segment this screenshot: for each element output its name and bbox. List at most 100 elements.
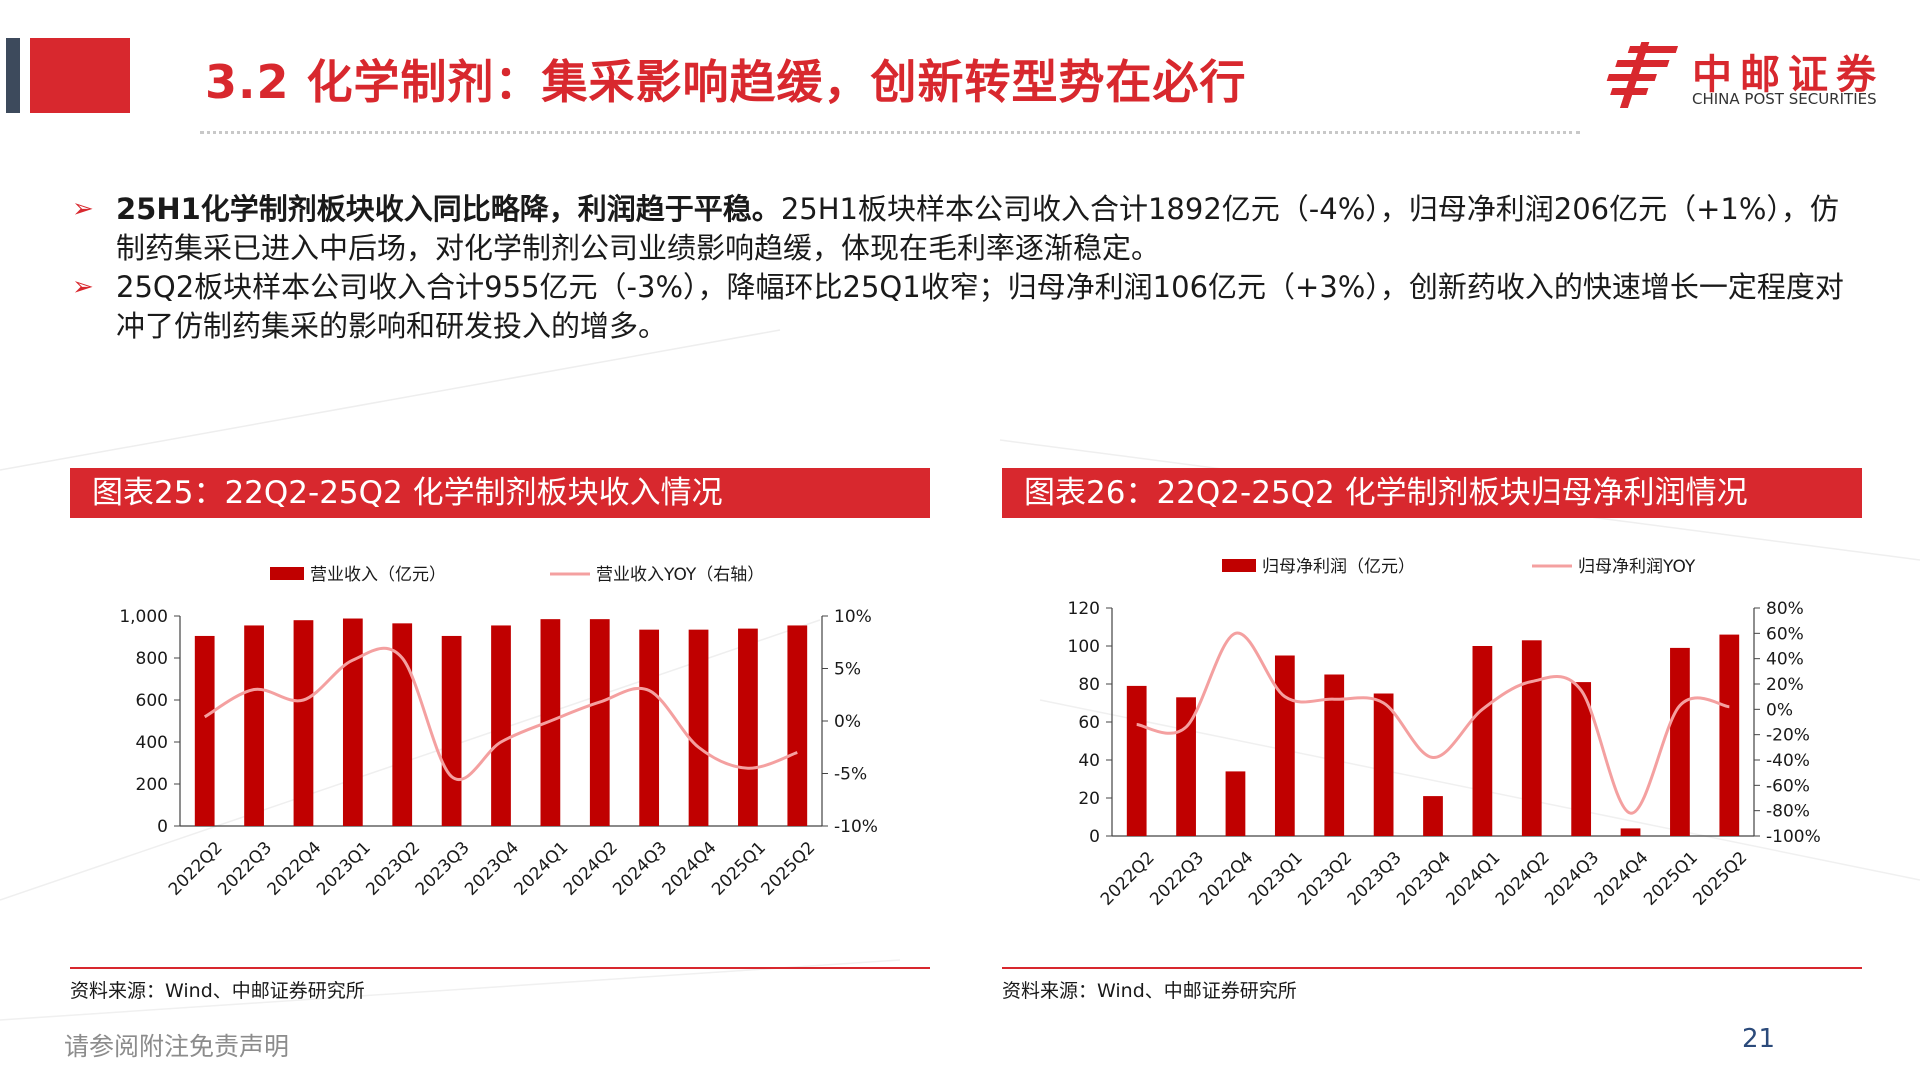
yoy-line (1136, 631, 1730, 815)
x-tick-label: 2023Q3 (412, 838, 474, 900)
revenue-chart: 营业收入（亿元） 营业收入YOY（右轴） 0 200 400 600 800 1,000 -10… (119, 565, 878, 900)
chart-25-source: 资料来源：Wind、中邮证券研究所 (70, 980, 365, 1002)
yoy-line (203, 646, 798, 781)
left-tick-label: 20 (1078, 789, 1100, 809)
bar (392, 623, 413, 826)
header-accent-red (30, 38, 130, 113)
header-accent-dark (6, 38, 20, 113)
x-tick-label: 2024Q4 (1591, 848, 1653, 910)
legend-line-label: 营业收入YOY（右轴） (596, 565, 764, 585)
bar (1126, 685, 1147, 836)
x-tick-label: 2024Q2 (560, 838, 622, 900)
bar (1719, 634, 1740, 836)
legend-bar-swatch (270, 567, 304, 580)
logo-chinese-text: 中邮证券 (1692, 52, 1884, 98)
x-tick-label: 2025Q1 (1640, 848, 1702, 910)
x-tick-label: 2025Q2 (1689, 848, 1751, 910)
x-tick-label: 2022Q3 (214, 838, 276, 900)
arrow-bullet-icon: ➢ (72, 272, 94, 302)
right-tick-label: -5% (834, 765, 867, 785)
x-tick-label: 2024Q3 (609, 838, 671, 900)
chart-25-header: 图表25：22Q2-25Q2 化学制剂板块收入情况 (70, 468, 930, 518)
bar (1620, 828, 1641, 836)
bar (1472, 646, 1493, 836)
left-tick-label: 200 (136, 775, 168, 795)
bar (1521, 640, 1542, 836)
left-tick-label: 60 (1078, 713, 1100, 733)
left-tick-label: 800 (136, 649, 168, 669)
logo-english-text: CHINA POST SECURITIES (1692, 90, 1877, 108)
bar (441, 635, 462, 826)
bar (1423, 796, 1443, 836)
left-tick-label: 40 (1078, 751, 1100, 771)
china-post-emblem-icon (1606, 42, 1679, 108)
net-profit-chart: 归母净利润（亿元） 归母净利润YOY 0 20 40 60 80 100 120 -100% -80… (1068, 557, 1821, 910)
left-tick-label: 600 (136, 691, 168, 711)
x-tick-label: 2023Q2 (1294, 848, 1356, 910)
legend-bar-label: 归母净利润（亿元） (1262, 557, 1415, 577)
x-tick-label: 2023Q3 (1344, 848, 1406, 910)
x-tick-label: 2022Q4 (1196, 848, 1258, 910)
chart-26-source: 资料来源：Wind、中邮证券研究所 (1002, 980, 1297, 1002)
right-tick-label: -20% (1766, 726, 1810, 746)
right-tick-label: -80% (1766, 802, 1810, 822)
x-tick-label: 2024Q2 (1492, 848, 1554, 910)
bar (1571, 682, 1592, 836)
chart-26-header: 图表26：22Q2-25Q2 化学制剂板块归母净利润情况 (1002, 468, 1862, 518)
bar (194, 635, 215, 826)
right-tick-label: -60% (1766, 776, 1810, 796)
left-tick-label: 80 (1078, 675, 1100, 695)
chart-25-source-divider (70, 967, 930, 969)
x-tick-label: 2024Q1 (1443, 848, 1505, 910)
bar (1324, 674, 1345, 836)
legend-bar-swatch (1222, 559, 1256, 572)
bar (1225, 771, 1246, 836)
right-tick-label: 10% (834, 607, 872, 627)
x-tick-label: 2023Q4 (1393, 848, 1455, 910)
bullet-text: 25Q2板块样本公司收入合计955亿元（-3%），降幅环比25Q1收窄；归母净利… (116, 270, 1844, 343)
left-tick-label: 1,000 (119, 607, 168, 627)
right-tick-label: 40% (1766, 650, 1804, 670)
bar (639, 629, 660, 826)
bar (491, 625, 511, 826)
bar (787, 625, 808, 826)
right-tick-label: -40% (1766, 751, 1810, 771)
x-tick-label: 2022Q3 (1146, 848, 1208, 910)
right-tick-label: 0% (1766, 700, 1793, 720)
left-tick-label: 120 (1068, 599, 1100, 619)
title-divider (200, 131, 1580, 134)
chart-26-source-divider (1002, 967, 1862, 969)
bullet-text: 25H1板块样本公司收入合计1892亿元（-4%），归母净利润206亿元（+1%… (116, 192, 1839, 265)
right-tick-label: 5% (834, 660, 861, 680)
right-tick-label: -100% (1766, 827, 1821, 847)
x-tick-label: 2024Q4 (659, 838, 721, 900)
x-tick-label: 2025Q1 (708, 838, 770, 900)
right-tick-label: 80% (1766, 599, 1804, 619)
x-tick-label: 2022Q2 (1097, 848, 1159, 910)
bullet-bold-lead: 25H1化学制剂板块收入同比略降，利润趋于平稳。 (116, 192, 781, 226)
left-tick-label: 0 (1089, 827, 1100, 847)
page-number: 21 (1742, 1024, 1776, 1054)
x-tick-label: 2024Q1 (511, 838, 573, 900)
x-tick-label: 2023Q1 (1245, 848, 1307, 910)
x-tick-label: 2023Q4 (461, 838, 523, 900)
left-tick-label: 0 (157, 817, 168, 837)
x-tick-label: 2023Q1 (313, 838, 375, 900)
page-title: 3.2 化学制剂：集采影响趋缓，创新转型势在必行 (205, 55, 1247, 109)
right-tick-label: -10% (834, 817, 878, 837)
legend-line-label: 归母净利润YOY (1578, 557, 1696, 577)
bar (1670, 647, 1690, 836)
right-tick-label: 60% (1766, 624, 1804, 644)
right-tick-label: 20% (1766, 675, 1804, 695)
x-tick-label: 2022Q2 (165, 838, 227, 900)
bar (738, 628, 758, 826)
bar (688, 629, 709, 826)
bar (1274, 655, 1295, 836)
left-tick-label: 100 (1068, 637, 1100, 657)
legend-bar-label: 营业收入（亿元） (310, 565, 446, 585)
company-logo: 中邮证券 CHINA POST SECURITIES (1606, 40, 1906, 112)
bar (1373, 693, 1394, 836)
x-tick-label: 2022Q4 (264, 838, 326, 900)
arrow-bullet-icon: ➢ (72, 194, 94, 224)
bullet-item: ➢ 25Q2板块样本公司收入合计955亿元（-3%），降幅环比25Q1收窄；归母… (70, 268, 1860, 346)
